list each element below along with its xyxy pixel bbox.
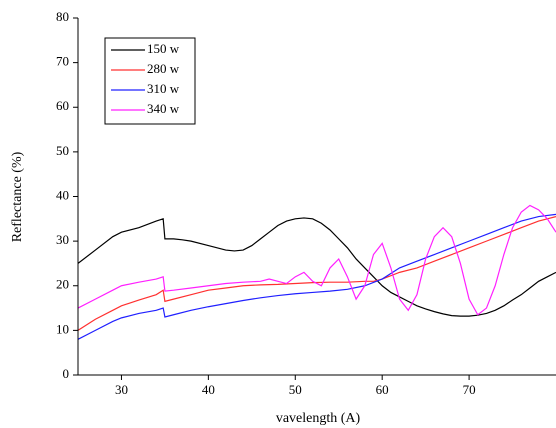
- x-tick-label: 50: [289, 382, 302, 397]
- y-tick-label: 0: [63, 366, 70, 381]
- y-tick-label: 10: [56, 321, 69, 336]
- legend-label: 340 w: [147, 101, 180, 116]
- y-tick-label: 20: [56, 277, 69, 292]
- series-line: [78, 215, 556, 331]
- x-tick-label: 70: [463, 382, 476, 397]
- plot-area: [78, 204, 556, 340]
- legend-label: 150 w: [147, 41, 180, 56]
- y-axis-title: Reflectance (%): [10, 151, 25, 242]
- y-tick-label: 70: [56, 54, 69, 69]
- legend-label: 280 w: [147, 61, 180, 76]
- y-tick-label: 60: [56, 98, 69, 113]
- x-axis-title: vavelength (A): [276, 411, 361, 426]
- series-line: [78, 213, 556, 340]
- y-tick-label: 30: [56, 232, 69, 247]
- legend-label: 310 w: [147, 81, 180, 96]
- y-tick-label: 40: [56, 187, 69, 202]
- x-tick-label: 60: [376, 382, 389, 397]
- series-line: [78, 217, 556, 317]
- y-tick-label: 80: [56, 9, 69, 24]
- y-tick-label: 50: [56, 143, 69, 158]
- x-tick-label: 40: [202, 382, 215, 397]
- series-line: [78, 204, 556, 316]
- x-tick-label: 30: [115, 382, 128, 397]
